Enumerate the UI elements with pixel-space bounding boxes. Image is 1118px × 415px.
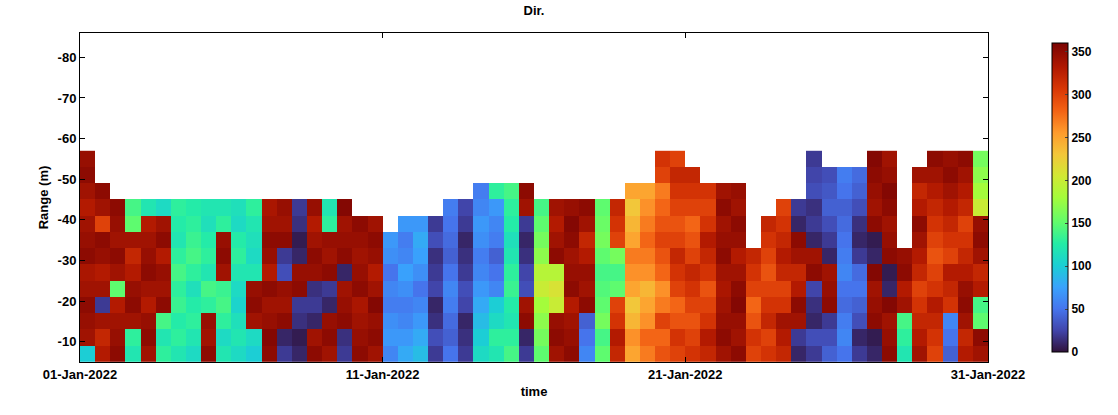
svg-text:Range (m): Range (m) [36, 166, 51, 230]
svg-text:01-Jan-2022: 01-Jan-2022 [43, 367, 117, 382]
svg-text:0: 0 [1071, 345, 1078, 359]
svg-text:50: 50 [1071, 302, 1085, 316]
svg-text:350: 350 [1071, 45, 1091, 59]
svg-text:31-Jan-2022: 31-Jan-2022 [951, 367, 1025, 382]
svg-text:150: 150 [1071, 216, 1091, 230]
svg-text:100: 100 [1071, 259, 1091, 273]
svg-text:time: time [521, 384, 548, 399]
svg-text:-70: -70 [58, 91, 77, 106]
svg-text:21-Jan-2022: 21-Jan-2022 [648, 367, 722, 382]
svg-text:Dir.: Dir. [524, 3, 545, 18]
svg-text:-80: -80 [58, 50, 77, 65]
svg-text:200: 200 [1071, 174, 1091, 188]
svg-text:-60: -60 [58, 131, 77, 146]
svg-text:300: 300 [1071, 88, 1091, 102]
svg-text:-50: -50 [58, 172, 77, 187]
svg-text:11-Jan-2022: 11-Jan-2022 [346, 367, 420, 382]
svg-text:-10: -10 [58, 334, 77, 349]
svg-text:-20: -20 [58, 294, 77, 309]
svg-text:-30: -30 [58, 253, 77, 268]
svg-text:-40: -40 [58, 212, 77, 227]
svg-text:250: 250 [1071, 131, 1091, 145]
